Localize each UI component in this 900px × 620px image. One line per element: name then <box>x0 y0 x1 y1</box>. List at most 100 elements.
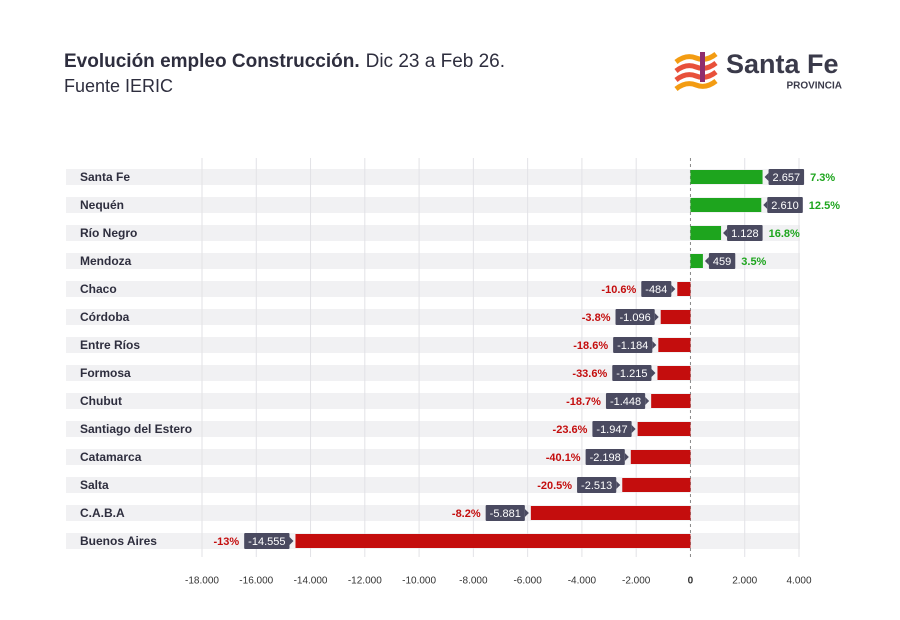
value-label-pointer <box>616 481 621 489</box>
x-tick-label: -4.000 <box>568 576 597 587</box>
bar <box>658 338 691 352</box>
title-line: Evolución empleo Construcción. Dic 23 a F… <box>64 51 505 72</box>
x-tick-label: -16.000 <box>239 576 273 587</box>
category-label: Mendoza <box>80 254 132 268</box>
chart-source: Fuente IERIC <box>64 76 173 96</box>
category-label: Córdoba <box>80 310 130 324</box>
bar <box>677 282 691 296</box>
value-label: -1.215 <box>616 368 647 380</box>
bar <box>660 310 691 324</box>
chart-title: Evolución empleo Construcción. <box>64 51 360 72</box>
category-label: C.A.B.A <box>80 506 125 520</box>
x-tick-label: -2.000 <box>622 576 651 587</box>
percent-label: -3.8% <box>582 312 611 324</box>
bar <box>530 506 691 520</box>
bar <box>637 422 691 436</box>
category-label: Río Negro <box>80 226 137 240</box>
percent-label: -20.5% <box>537 480 572 492</box>
percent-label: -23.6% <box>553 424 588 436</box>
category-label: Chubut <box>80 394 122 408</box>
row-band <box>66 225 800 241</box>
bar <box>622 478 691 492</box>
percent-label: 16.8% <box>769 228 800 240</box>
percent-label: -18.7% <box>566 396 601 408</box>
value-label-pointer <box>763 201 768 209</box>
value-label-box <box>577 477 617 493</box>
value-label-box <box>768 169 805 185</box>
value-label-box <box>485 505 525 521</box>
value-label-box <box>244 533 290 549</box>
row-band <box>66 281 800 297</box>
x-tick-label: -8.000 <box>459 576 488 587</box>
value-label: 459 <box>713 256 731 268</box>
category-label: Formosa <box>80 366 131 380</box>
percent-label: -18.6% <box>573 340 608 352</box>
value-label-pointer <box>671 285 676 293</box>
value-label-pointer <box>624 453 629 461</box>
bar <box>690 198 762 212</box>
value-label-box <box>585 449 625 465</box>
percent-label: -8.2% <box>452 508 481 520</box>
bar <box>295 534 691 548</box>
x-tick-label: -6.000 <box>513 576 542 587</box>
value-label-pointer <box>524 509 529 517</box>
percent-label: -33.6% <box>572 368 607 380</box>
value-label-box <box>641 281 672 297</box>
category-label: Chaco <box>80 282 117 296</box>
value-label-pointer <box>645 397 650 405</box>
row-band <box>66 477 800 493</box>
logo-tagline: PROVINCIA <box>786 81 842 92</box>
category-label: Buenos Aires <box>80 534 157 548</box>
logo-name: Santa Fe <box>726 49 839 79</box>
category-label: Santiago del Estero <box>80 422 192 436</box>
value-label-box <box>727 225 763 241</box>
value-label: -2.513 <box>581 480 612 492</box>
bar <box>690 254 703 268</box>
value-label-box <box>592 421 632 437</box>
value-label: -5.881 <box>490 508 521 520</box>
x-tick-label: -14.000 <box>294 576 328 587</box>
value-label: -1.947 <box>596 424 627 436</box>
value-label: -1.448 <box>610 396 641 408</box>
logo-icon <box>674 51 718 92</box>
value-label-pointer <box>704 257 709 265</box>
value-label-pointer <box>651 369 656 377</box>
value-label: 2.610 <box>771 200 799 212</box>
value-label-pointer <box>652 341 657 349</box>
bar <box>630 450 691 464</box>
value-label-pointer <box>654 313 659 321</box>
chart-subtitle: Dic 23 a Feb 26. <box>366 51 505 72</box>
value-label: -1.184 <box>617 340 648 352</box>
percent-label: -10.6% <box>601 284 636 296</box>
category-label: Santa Fe <box>80 170 130 184</box>
bar <box>657 366 691 380</box>
value-label-pointer <box>764 173 769 181</box>
row-band <box>66 253 800 269</box>
value-label-box <box>615 309 655 325</box>
category-label: Entre Ríos <box>80 338 140 352</box>
value-label-box <box>708 253 736 269</box>
x-tick-label: 4.000 <box>786 576 811 587</box>
percent-label: 7.3% <box>810 172 835 184</box>
row-band <box>66 169 800 185</box>
category-label: Catamarca <box>80 450 142 464</box>
value-label: -1.096 <box>620 312 651 324</box>
value-label: 1.128 <box>731 228 759 240</box>
value-label: -484 <box>645 284 667 296</box>
value-label-pointer <box>631 425 636 433</box>
value-label-pointer <box>723 229 728 237</box>
percent-label: -40.1% <box>546 452 581 464</box>
value-label-box <box>612 365 652 381</box>
x-tick-label: -12.000 <box>348 576 382 587</box>
value-label-pointer <box>289 537 294 545</box>
category-label: Salta <box>80 478 109 492</box>
value-label: 2.657 <box>773 172 801 184</box>
percent-label: 12.5% <box>809 200 840 212</box>
bar <box>690 170 763 184</box>
value-label: -14.555 <box>248 536 285 548</box>
value-label-box <box>605 393 646 409</box>
x-tick-label: -10.000 <box>402 576 436 587</box>
x-tick-label: -18.000 <box>185 576 219 587</box>
